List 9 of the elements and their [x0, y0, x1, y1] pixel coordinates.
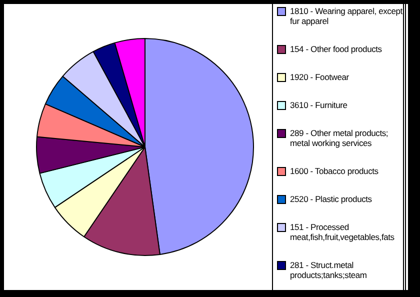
- legend-label: 151 - Processed meat,fish,fruit,vegetables,fats: [290, 222, 396, 242]
- legend-label: 154 - Other food products: [290, 44, 382, 54]
- legend-label: 1920 - Footwear: [290, 72, 349, 82]
- legend-label: 289 - Other metal products; metal working services: [290, 128, 390, 148]
- legend-label: 2520 - Plastic products: [290, 194, 372, 204]
- legend-label: 1810 - Wearing apparel, except fur apparel: [290, 6, 403, 26]
- legend-label: 3610 - Furniture: [290, 100, 348, 110]
- legend-label: 281 - Struct.metal products;tanks;steam: [290, 260, 368, 280]
- legend-label: 1600 - Tobacco products: [290, 166, 378, 176]
